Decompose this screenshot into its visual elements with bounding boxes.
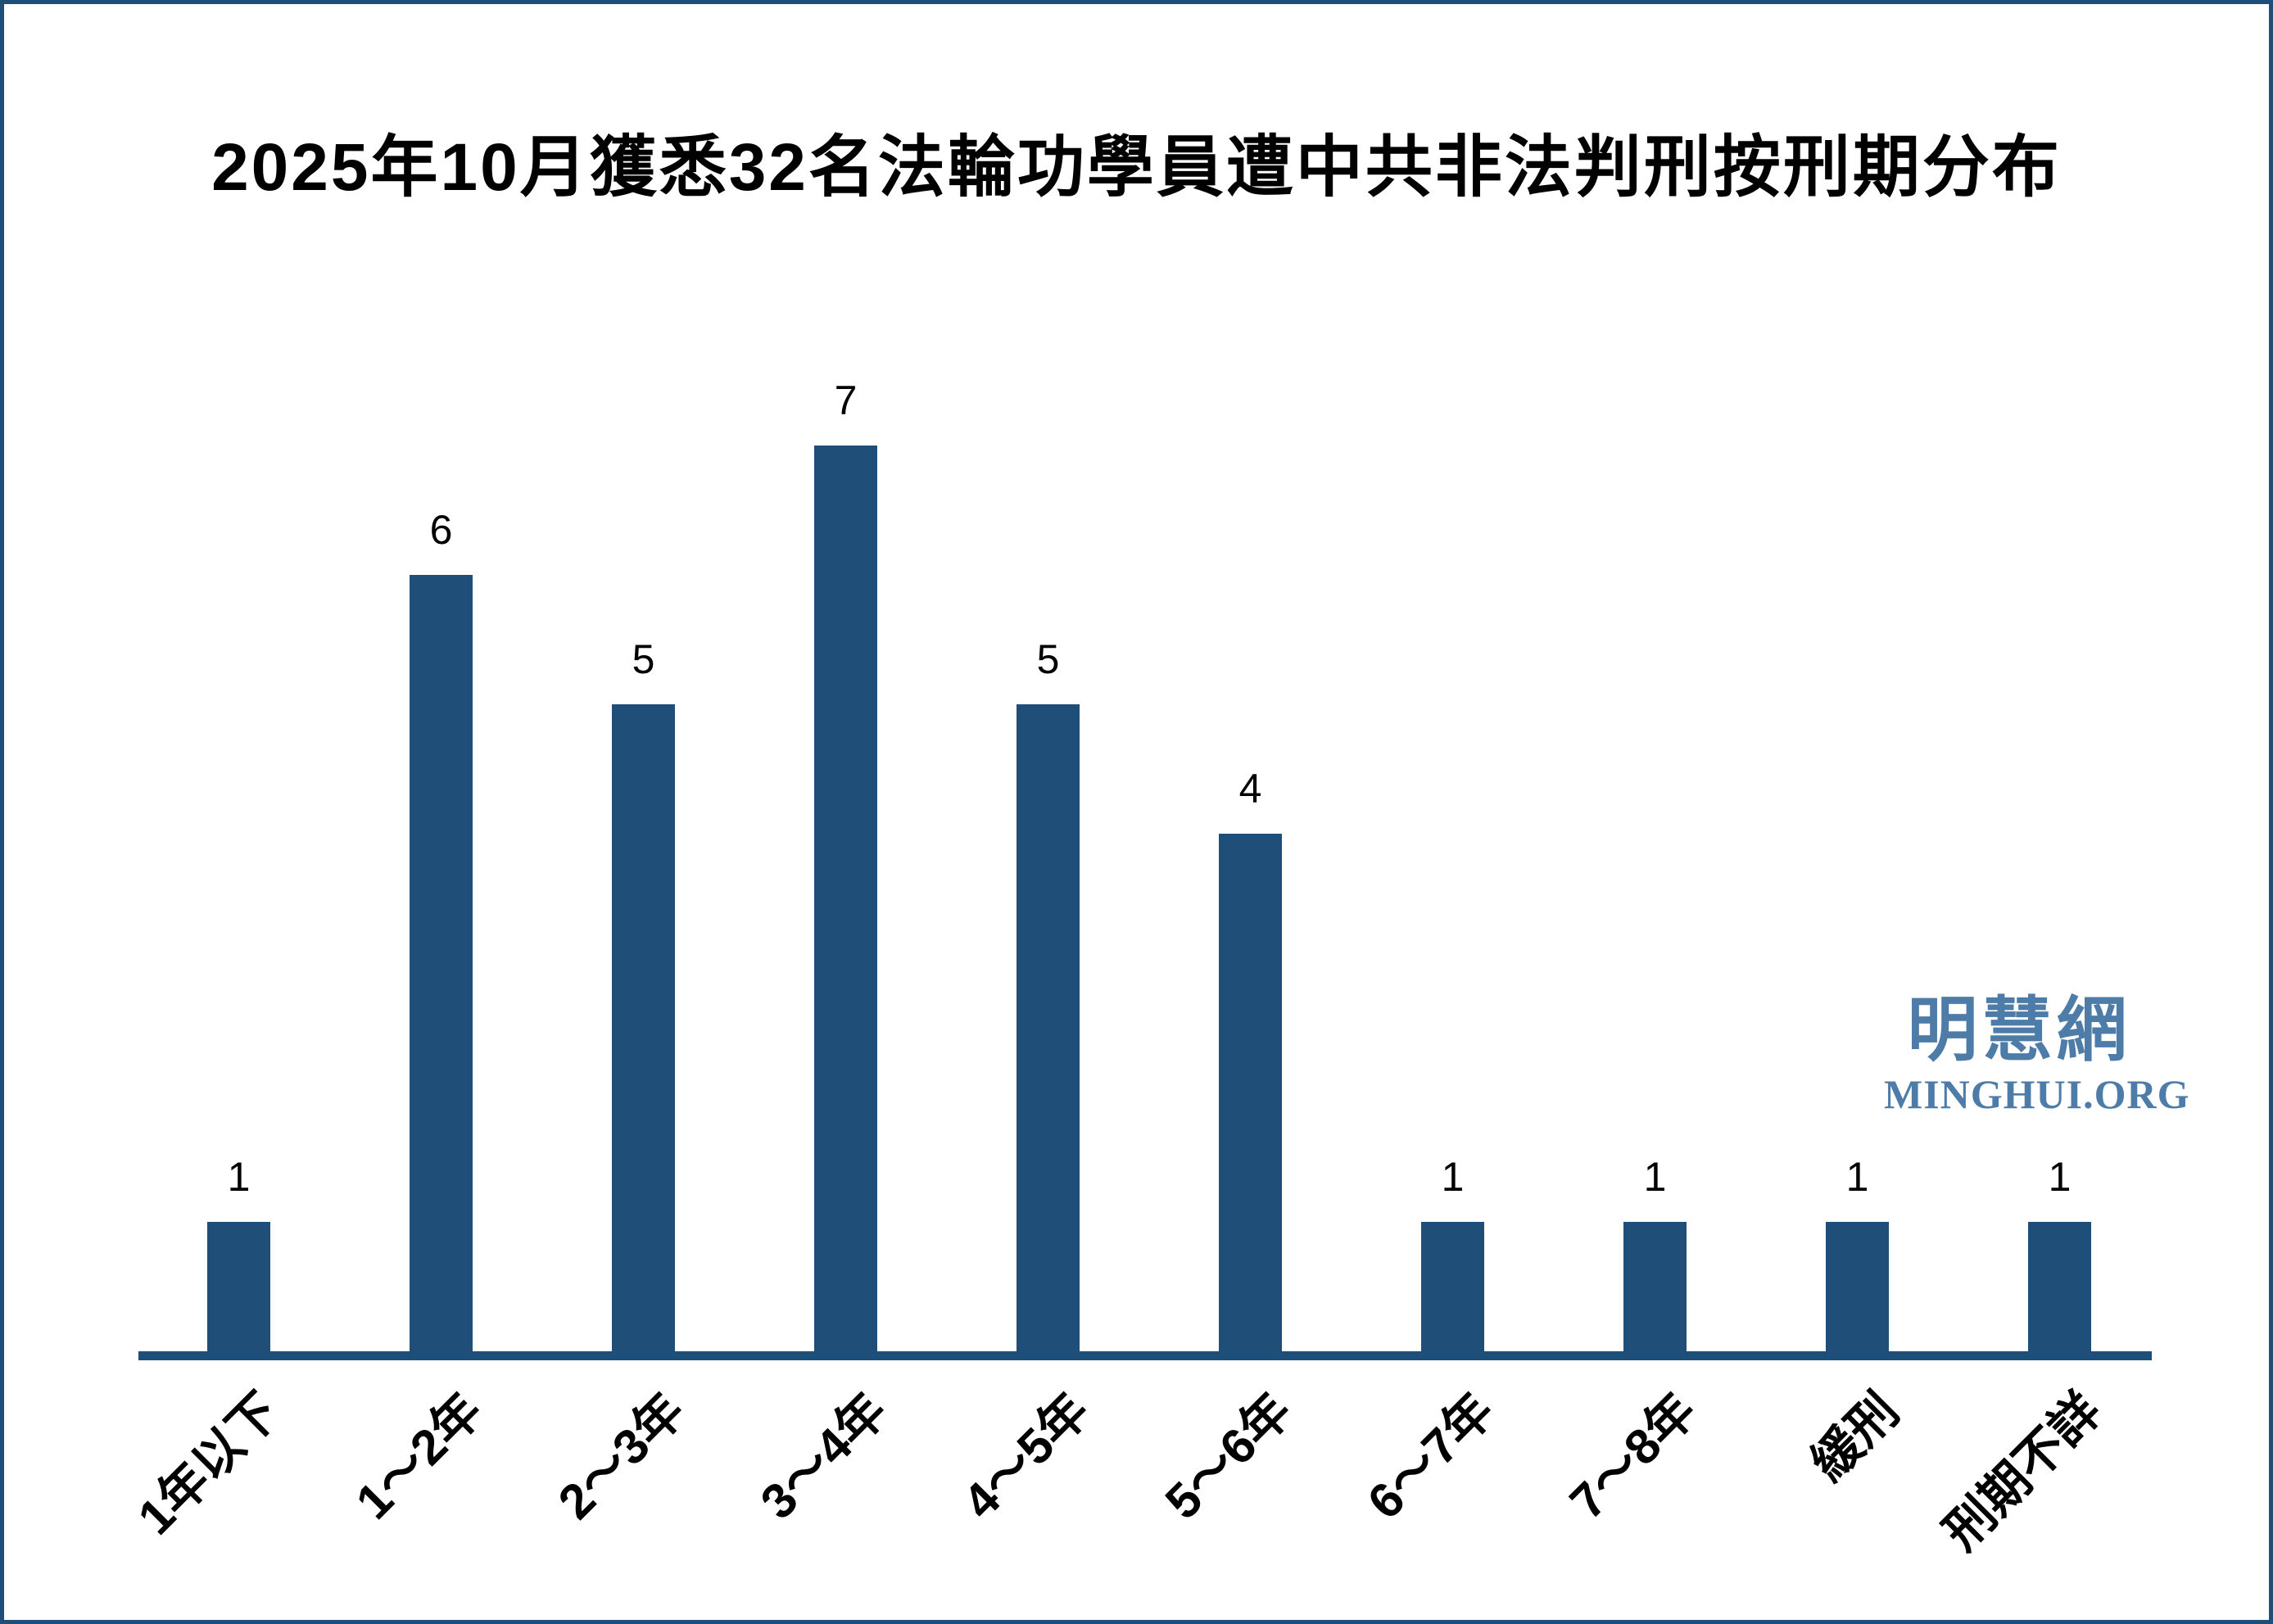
x-axis-tick-label: 緩刑 [1800, 1382, 1909, 1491]
watermark-cjk-logo: 明慧網 [1907, 991, 2131, 1070]
bar-value-label: 1 [1643, 1154, 1667, 1200]
bar [2028, 1222, 2091, 1351]
bar [207, 1222, 270, 1351]
bar-column: 1 [1623, 1156, 1687, 1351]
bar [1421, 1222, 1484, 1351]
bar-column: 1 [1826, 1156, 1889, 1351]
bar [1017, 704, 1080, 1351]
bar-value-label: 4 [1238, 766, 1262, 812]
x-axis-tick-label: 1～2年 [345, 1382, 493, 1530]
bar-value-label: 5 [632, 636, 655, 682]
bar-value-label: 1 [227, 1154, 251, 1200]
bar-column: 1 [1421, 1156, 1484, 1351]
x-axis-tick-label: 6～7年 [1356, 1382, 1505, 1530]
x-axis-tick-label: 3～4年 [749, 1382, 898, 1530]
bar [410, 575, 473, 1351]
watermark-site-name: MINGHUI.ORG [1884, 1071, 2190, 1117]
bar-value-label: 5 [1036, 636, 1060, 682]
x-axis-tick-label: 4～5年 [952, 1382, 1100, 1530]
bar [1219, 834, 1282, 1351]
x-axis-tick-label: 7～8年 [1559, 1382, 1707, 1530]
x-axis-tick-label: 5～6年 [1154, 1382, 1302, 1530]
bar-chart-plot-area: 1 6 5 7 5 4 1 1 1 1 [138, 380, 2152, 1351]
bar-value-label: 1 [1845, 1154, 1869, 1200]
bar-value-label: 7 [834, 378, 858, 423]
bar-column: 1 [207, 1156, 270, 1351]
bar-value-label: 1 [2048, 1154, 2072, 1200]
bar-column: 1 [2028, 1156, 2091, 1351]
bar-column: 5 [612, 639, 675, 1351]
bar [612, 704, 675, 1351]
x-axis-tick-label: 1年以下 [127, 1382, 291, 1545]
x-axis-tick-label: 刑期不詳 [1932, 1382, 2112, 1561]
bar-column: 6 [410, 509, 473, 1351]
x-axis-tick-label: 2～3年 [547, 1382, 695, 1530]
bar-column: 4 [1219, 768, 1282, 1351]
minghui-watermark: 明慧網 MINGHUI.ORG [1884, 991, 2190, 1117]
bar [814, 446, 877, 1351]
bar-column: 7 [814, 380, 877, 1351]
bar [1826, 1222, 1889, 1351]
bar-value-label: 6 [429, 507, 453, 553]
x-axis-line [138, 1351, 2152, 1360]
bar-column: 5 [1017, 639, 1080, 1351]
chart-title: 2025年10月獲悉32名法輪功學員遭中共非法判刑按刑期分布 [211, 130, 2062, 205]
bar-value-label: 1 [1441, 1154, 1465, 1200]
bar [1623, 1222, 1687, 1351]
